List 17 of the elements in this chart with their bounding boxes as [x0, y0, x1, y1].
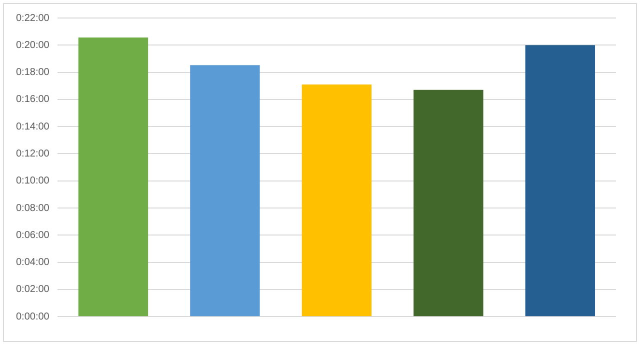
y-tick-label: 0:16:00	[16, 94, 50, 106]
y-tick-label: 0:02:00	[16, 284, 50, 296]
bar	[302, 84, 372, 316]
bar	[525, 45, 595, 316]
y-tick-label: 0:20:00	[16, 40, 50, 51]
bar	[414, 90, 484, 316]
y-tick-label: 0:10:00	[16, 176, 50, 187]
bar	[190, 65, 260, 316]
y-tick-label: 0:12:00	[16, 148, 50, 160]
bar	[78, 38, 148, 316]
y-tick-label: 0:14:00	[16, 121, 50, 132]
y-tick-label: 0:22:00	[16, 12, 50, 24]
y-tick-label: 0:18:00	[16, 67, 50, 78]
y-tick-label: 0:06:00	[16, 230, 50, 241]
y-tick-label: 0:08:00	[16, 202, 50, 214]
y-tick-label: 0:04:00	[16, 257, 50, 268]
y-tick-label: 0:00:00	[16, 311, 50, 322]
